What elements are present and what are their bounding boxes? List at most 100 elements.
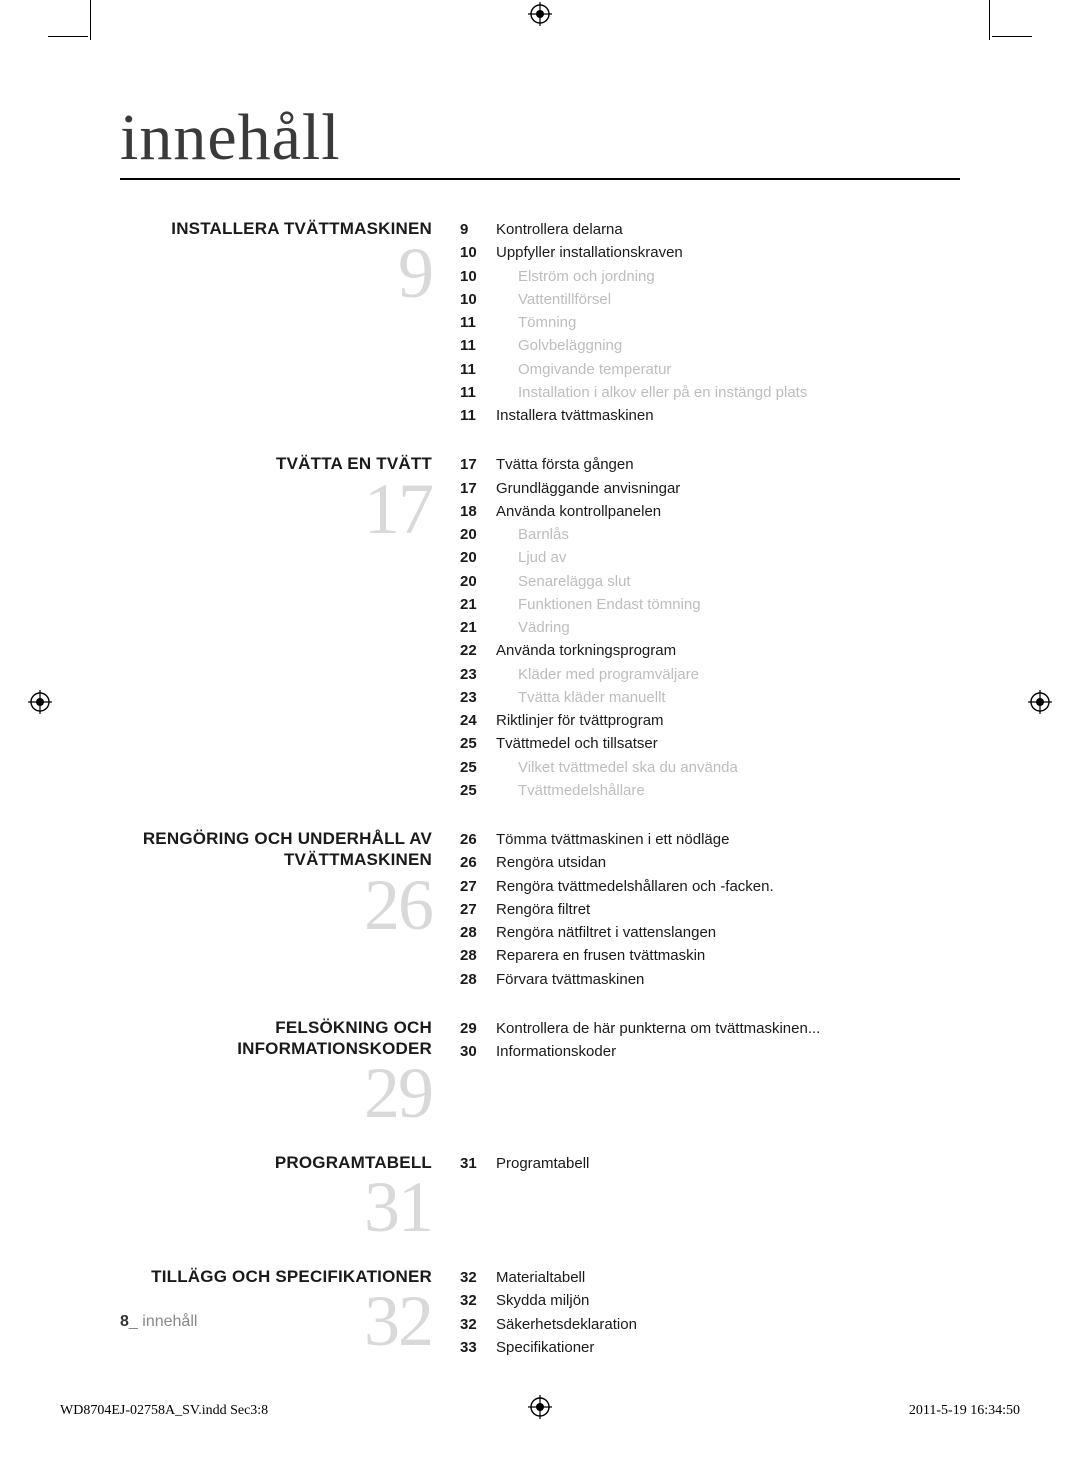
crop-mark bbox=[90, 0, 91, 40]
toc-entry-page: 33 bbox=[460, 1336, 496, 1359]
toc-entry-page: 11 bbox=[460, 334, 496, 357]
toc-entry-page: 28 bbox=[460, 968, 496, 991]
toc-entry: 26Tömma tvättmaskinen i ett nödläge bbox=[460, 828, 960, 851]
toc-entry: 21Funktionen Endast tömning bbox=[460, 593, 960, 616]
toc-entry-page: 10 bbox=[460, 241, 496, 264]
crop-mark bbox=[989, 0, 990, 40]
crop-mark bbox=[48, 36, 88, 37]
toc-entry: 27Rengöra tvättmedelshållaren och -facke… bbox=[460, 875, 960, 898]
toc-entry: 11Tömning bbox=[460, 311, 960, 334]
toc-entry-page: 28 bbox=[460, 944, 496, 967]
toc-entry-page: 31 bbox=[460, 1152, 496, 1175]
toc-entry-label: Skydda miljön bbox=[496, 1289, 960, 1312]
toc-entry-label: Installera tvättmaskinen bbox=[496, 404, 960, 427]
toc-entry-page: 10 bbox=[460, 265, 496, 288]
toc-entry-page: 10 bbox=[460, 288, 496, 311]
toc-section: RENGÖRING OCH UNDERHÅLL AV TVÄTTMASKINEN… bbox=[120, 828, 960, 991]
toc-entry: 11Installera tvättmaskinen bbox=[460, 404, 960, 427]
toc-entry-label: Kontrollera de här punkterna om tvättmas… bbox=[496, 1017, 960, 1040]
toc-entry: 23Tvätta kläder manuellt bbox=[460, 686, 960, 709]
toc-section-left: PROGRAMTABELL31 bbox=[120, 1152, 460, 1240]
toc-entry-label: Ljud av bbox=[496, 546, 960, 569]
toc-entry: 18Använda kontrollpanelen bbox=[460, 500, 960, 523]
toc-section-entries: 17Tvätta första gången17Grundläggande an… bbox=[460, 453, 960, 802]
footer-separator: _ bbox=[129, 1313, 138, 1330]
toc-section-big-number: 17 bbox=[120, 477, 432, 542]
registration-mark-icon bbox=[528, 2, 552, 26]
toc-entry-label: Vilket tvättmedel ska du använda bbox=[496, 756, 960, 779]
toc-entry: 25Vilket tvättmedel ska du använda bbox=[460, 756, 960, 779]
toc-section-left: RENGÖRING OCH UNDERHÅLL AV TVÄTTMASKINEN… bbox=[120, 828, 460, 937]
page-title: innehåll bbox=[120, 100, 960, 180]
print-footer-timestamp: 2011-5-19 16:34:50 bbox=[909, 1403, 1020, 1419]
content-area: innehåll INSTALLERA TVÄTTMASKINEN99Kontr… bbox=[120, 100, 960, 1341]
toc-entry: 28Rengöra nätfiltret i vattenslangen bbox=[460, 921, 960, 944]
toc-entry-label: Reparera en frusen tvättmaskin bbox=[496, 944, 960, 967]
toc-entry-page: 24 bbox=[460, 709, 496, 732]
toc-entry-label: Installation i alkov eller på en instäng… bbox=[496, 381, 960, 404]
page: innehåll INSTALLERA TVÄTTMASKINEN99Kontr… bbox=[0, 0, 1080, 1461]
toc-entry-label: Använda kontrollpanelen bbox=[496, 500, 960, 523]
toc-entry-page: 11 bbox=[460, 311, 496, 334]
toc-entry: 23Kläder med programväljare bbox=[460, 663, 960, 686]
registration-mark-icon bbox=[1028, 690, 1052, 714]
toc-section-entries: 9Kontrollera delarna10Uppfyller installa… bbox=[460, 218, 960, 427]
toc-entry: 9Kontrollera delarna bbox=[460, 218, 960, 241]
toc-entry: 26Rengöra utsidan bbox=[460, 851, 960, 874]
toc-section: TILLÄGG OCH SPECIFIKATIONER3232Materialt… bbox=[120, 1266, 960, 1359]
toc-entry-label: Förvara tvättmaskinen bbox=[496, 968, 960, 991]
toc-entry-label: Tvätta första gången bbox=[496, 453, 960, 476]
toc-entry-label: Vädring bbox=[496, 616, 960, 639]
toc-entry-page: 20 bbox=[460, 570, 496, 593]
toc-entry: 22Använda torkningsprogram bbox=[460, 639, 960, 662]
toc-entry-page: 25 bbox=[460, 756, 496, 779]
toc-entry-page: 32 bbox=[460, 1313, 496, 1336]
toc-entry-label: Materialtabell bbox=[496, 1266, 960, 1289]
toc-entry: 11Installation i alkov eller på en instä… bbox=[460, 381, 960, 404]
toc-entry: 10Vattentillförsel bbox=[460, 288, 960, 311]
footer-page-number: 8 bbox=[120, 1313, 129, 1330]
toc-section: FELSÖKNING OCH INFORMATIONSKODER2929Kont… bbox=[120, 1017, 960, 1126]
toc-entry: 31Programtabell bbox=[460, 1152, 960, 1175]
toc-entry-label: Kläder med programväljare bbox=[496, 663, 960, 686]
toc-entry-page: 17 bbox=[460, 477, 496, 500]
toc-section-entries: 26Tömma tvättmaskinen i ett nödläge26Ren… bbox=[460, 828, 960, 991]
toc-entry-page: 20 bbox=[460, 546, 496, 569]
toc-section-left: FELSÖKNING OCH INFORMATIONSKODER29 bbox=[120, 1017, 460, 1126]
toc-entry-label: Specifikationer bbox=[496, 1336, 960, 1359]
toc-entry-label: Golvbeläggning bbox=[496, 334, 960, 357]
toc-entry-page: 9 bbox=[460, 218, 496, 241]
toc-entry: 32Skydda miljön bbox=[460, 1289, 960, 1312]
toc-entry-label: Rengöra filtret bbox=[496, 898, 960, 921]
toc-entry-label: Senarelägga slut bbox=[496, 570, 960, 593]
toc-section: TVÄTTA EN TVÄTT1717Tvätta första gången1… bbox=[120, 453, 960, 802]
toc-entry-page: 11 bbox=[460, 358, 496, 381]
toc-entry-page: 29 bbox=[460, 1017, 496, 1040]
toc-entry-page: 26 bbox=[460, 851, 496, 874]
toc-section-big-number: 9 bbox=[120, 241, 432, 306]
toc-entry-label: Programtabell bbox=[496, 1152, 960, 1175]
toc-section-big-number: 31 bbox=[120, 1175, 432, 1240]
print-footer: WD8704EJ-02758A_SV.indd Sec3:8 2011-5-19… bbox=[60, 1403, 1020, 1419]
toc-entry: 25Tvättmedel och tillsatser bbox=[460, 732, 960, 755]
toc-entry: 28Reparera en frusen tvättmaskin bbox=[460, 944, 960, 967]
toc-entry: 27Rengöra filtret bbox=[460, 898, 960, 921]
toc-entry: 20Barnlås bbox=[460, 523, 960, 546]
toc-section-big-number: 29 bbox=[120, 1061, 432, 1126]
toc-entry-page: 25 bbox=[460, 732, 496, 755]
table-of-contents: INSTALLERA TVÄTTMASKINEN99Kontrollera de… bbox=[120, 218, 960, 1359]
page-footer: 8_ innehåll bbox=[120, 1313, 197, 1331]
toc-entry-page: 32 bbox=[460, 1266, 496, 1289]
toc-entry-label: Omgivande temperatur bbox=[496, 358, 960, 381]
toc-section-left: TILLÄGG OCH SPECIFIKATIONER32 bbox=[120, 1266, 460, 1354]
toc-section-left: INSTALLERA TVÄTTMASKINEN9 bbox=[120, 218, 460, 306]
toc-entry-page: 27 bbox=[460, 898, 496, 921]
toc-entry-label: Barnlås bbox=[496, 523, 960, 546]
toc-entry: 11Omgivande temperatur bbox=[460, 358, 960, 381]
toc-entry-page: 21 bbox=[460, 616, 496, 639]
toc-entry-page: 11 bbox=[460, 381, 496, 404]
toc-entry-label: Rengöra utsidan bbox=[496, 851, 960, 874]
toc-entry-page: 11 bbox=[460, 404, 496, 427]
toc-entry: 25Tvättmedelshållare bbox=[460, 779, 960, 802]
toc-entry-label: Tömning bbox=[496, 311, 960, 334]
